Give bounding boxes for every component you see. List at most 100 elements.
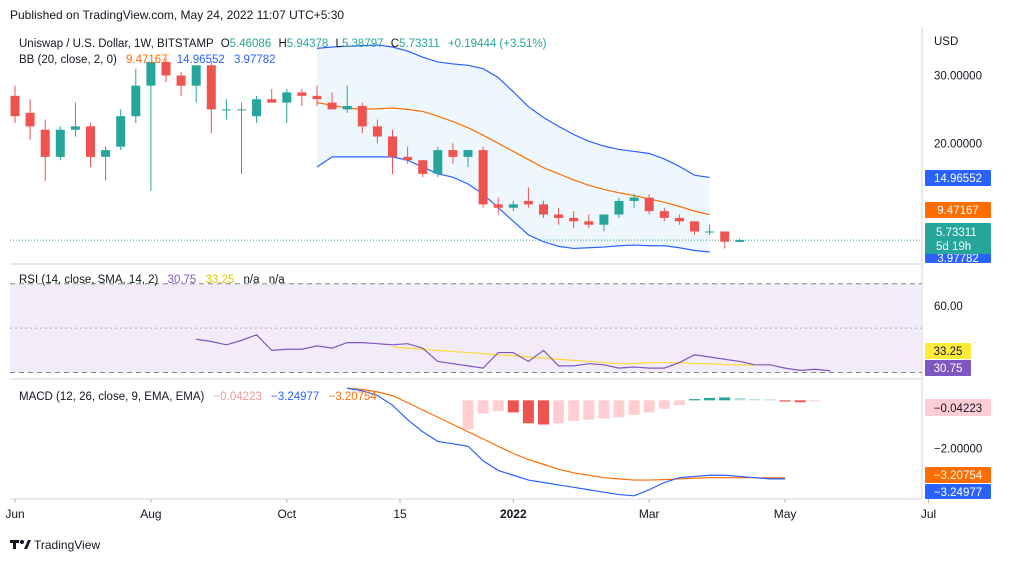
candle-body	[116, 116, 126, 147]
bb-label: BB (20, close, 2, 0)	[19, 54, 117, 66]
candle	[372, 119, 382, 144]
candle-body	[599, 214, 609, 225]
candle	[237, 102, 246, 174]
badge-bb-upper-text: 14.96552	[934, 173, 982, 185]
candle	[131, 68, 141, 123]
main-legend[interactable]: Uniswap / U.S. Dollar, 1W, BITSTAMP O5.4…	[19, 38, 547, 50]
time-tick-label: Jun	[5, 507, 24, 521]
axes: 30.00000 20.00000 60.00 −2.00000 Jun Aug Oct 15…	[5, 70, 982, 521]
bb-basis-value: 9.47167	[126, 54, 168, 66]
macd-signal-value: −3.20754	[329, 391, 378, 403]
candles[interactable]	[10, 58, 922, 249]
macd-legend[interactable]: MACD (12, 26, close, 9, EMA, EMA) −0.042…	[19, 391, 377, 403]
candle	[101, 146, 111, 181]
symbol-label: Uniswap / U.S. Dollar, 1W, BITSTAMP	[19, 38, 214, 50]
candle-body	[70, 126, 80, 130]
candle	[297, 89, 307, 106]
candle-body	[448, 150, 458, 157]
candle-body	[191, 65, 201, 86]
candle-body	[252, 99, 262, 117]
candle-body	[418, 160, 428, 174]
candle-body	[312, 95, 322, 100]
candle	[614, 197, 624, 218]
ohlc-open: 5.46086	[230, 38, 272, 50]
candle-body	[297, 92, 307, 96]
candle	[644, 194, 654, 215]
candle	[463, 150, 473, 168]
candle-body	[569, 217, 579, 222]
bb-upper-line	[316, 44, 710, 179]
published-line: Published on TradingView.com, May 24, 20…	[10, 8, 344, 22]
candle-body	[25, 112, 35, 127]
candle-body	[554, 214, 564, 218]
candle-body	[644, 197, 654, 212]
macd-histogram-bar	[583, 400, 595, 420]
candle	[342, 85, 352, 113]
rsi-value: 30.75	[168, 274, 197, 286]
candle	[206, 61, 216, 134]
time-tick-label: Jul	[921, 507, 936, 521]
bb-basis-line	[316, 102, 710, 216]
rsi-ma-line	[392, 346, 755, 366]
candle-body	[388, 136, 397, 157]
candle	[705, 224, 715, 235]
candle-body	[584, 221, 594, 225]
candle-body	[237, 109, 246, 111]
macd-histogram-bar	[568, 400, 580, 421]
ohlc-open-label: O	[221, 38, 230, 50]
candle-body	[221, 109, 231, 111]
macd-histogram-bar	[734, 397, 746, 401]
candle-body	[403, 156, 413, 161]
candle-body	[735, 240, 745, 242]
rsi-na-2: n/a	[269, 274, 286, 286]
candle-body	[674, 217, 684, 222]
badge-bb-basis: 9.47167	[925, 202, 991, 218]
currency-label: USD	[934, 36, 958, 48]
candle-body	[206, 65, 216, 110]
candle-body	[267, 99, 277, 103]
tradingview-logo[interactable]: TradingView	[10, 538, 100, 552]
candle	[674, 214, 684, 225]
ohlc-close: 5.73311	[399, 38, 440, 50]
badge-rsi-ma-text: 33.25	[934, 346, 963, 358]
candle	[690, 221, 699, 235]
macd-histogram-bar	[779, 400, 791, 402]
rsi-na-1: n/a	[244, 274, 261, 286]
ohlc-close-label: C	[391, 38, 399, 50]
macd-pane[interactable]	[347, 387, 821, 497]
candle	[116, 109, 126, 151]
macd-histogram-bar	[749, 399, 761, 401]
candle-body	[131, 85, 141, 117]
time-tick-label: May	[774, 507, 797, 521]
candle	[403, 146, 413, 164]
badge-macd-line-text: −3.24977	[934, 487, 982, 499]
candle-body	[478, 150, 488, 205]
macd-histogram-bar	[794, 400, 806, 403]
candle	[493, 197, 503, 215]
candle	[584, 214, 594, 229]
macd-histogram-bar	[719, 397, 731, 401]
candle	[267, 89, 277, 103]
price-tick-label: 20.00000	[934, 138, 982, 150]
candle	[146, 61, 156, 191]
candle-body	[523, 200, 533, 205]
candle	[161, 58, 171, 83]
candle	[357, 102, 367, 134]
macd-histogram-bar	[704, 397, 716, 401]
rsi-pane[interactable]	[196, 334, 831, 372]
badge-macd-signal-text: −3.20754	[934, 470, 983, 482]
candle-body	[161, 61, 171, 76]
rsi-legend[interactable]: RSI (14, close, SMA, 14, 2) 30.75 33.25 …	[19, 274, 285, 286]
candle	[599, 214, 609, 232]
candle-body	[372, 126, 382, 137]
candle	[508, 200, 518, 212]
badge-bb-lower-text: 3.97782	[937, 253, 979, 265]
macd-histogram-bar	[462, 400, 474, 430]
candle	[523, 187, 533, 208]
macd-histogram-bar	[628, 400, 640, 415]
macd-histogram-bar	[673, 400, 685, 406]
candle-body	[705, 231, 715, 233]
time-tick-label: Mar	[639, 507, 660, 521]
bb-legend[interactable]: BB (20, close, 2, 0) 9.47167 14.96552 3.…	[19, 54, 276, 66]
candle	[282, 89, 292, 123]
